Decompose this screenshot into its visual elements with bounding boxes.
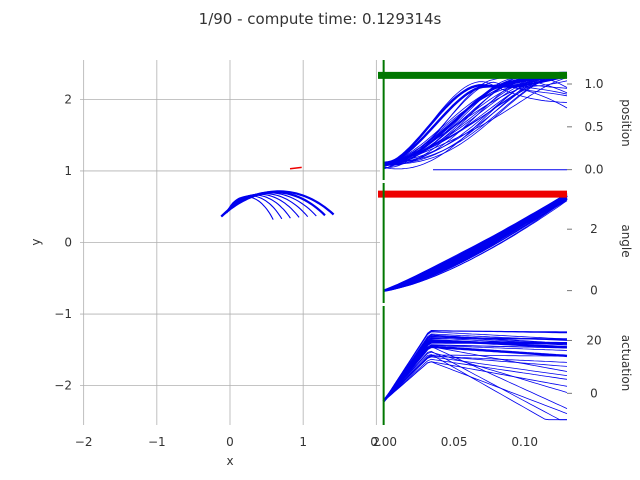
trajectory-line	[383, 356, 568, 402]
trajectory-line	[383, 85, 568, 165]
trajectory-line	[383, 199, 568, 292]
position-axes: 0.0 0.5 1.0	[378, 60, 604, 180]
y-tick-label: 0	[590, 284, 598, 298]
position-axis-label: position	[619, 99, 633, 147]
x-tick-label: 0	[226, 435, 234, 449]
y-tick-label: 0	[64, 236, 72, 250]
trajectory-line	[383, 72, 568, 165]
x-tick-label: −1	[148, 435, 166, 449]
actuation-axis-label: actuation	[619, 335, 633, 392]
angle-axes: 02	[378, 183, 598, 303]
x-tick-label: 0.10	[511, 435, 538, 449]
y-tick-label: 2	[64, 92, 72, 106]
trajectory-line	[383, 193, 568, 292]
trajectory-line	[383, 194, 568, 292]
trajectory-line	[382, 338, 568, 402]
y-tick-label: 20	[586, 333, 601, 347]
y-tick-label: 0	[590, 386, 598, 400]
trajectory-line	[383, 358, 568, 402]
trajectory-line	[383, 197, 568, 292]
trajectory-line	[383, 84, 568, 167]
x-tick-label: −2	[75, 435, 93, 449]
trajectory-line	[383, 72, 568, 164]
x-tick-label: 0.05	[441, 435, 468, 449]
trajectory-line	[383, 193, 568, 292]
trajectory-line	[383, 345, 568, 402]
y-tick-label: −1	[54, 307, 72, 321]
trajectory-line	[383, 354, 567, 402]
trajectory-line	[383, 81, 568, 170]
x-tick-label: 1	[299, 435, 307, 449]
y-tick-label: 0.0	[584, 163, 603, 177]
x-tick-label: 0.00	[370, 435, 397, 449]
arm-trajectory	[220, 190, 335, 218]
actuation-axes: 0 20 0.00 0.05 0.10	[370, 306, 602, 449]
trajectory-line	[383, 192, 568, 292]
trajectory-line	[383, 74, 568, 165]
trajectory-line	[383, 197, 568, 292]
trajectory-line	[383, 194, 568, 292]
x-axis-label: x	[226, 454, 233, 468]
trajectory-line	[383, 198, 568, 292]
y-axis-label: y	[29, 238, 43, 245]
trajectory-line	[383, 354, 567, 421]
arm-trajectory	[226, 196, 274, 220]
trajectory-line	[383, 361, 568, 414]
trajectory-line	[383, 337, 568, 402]
trajectory-line	[383, 329, 567, 402]
y-tick-label: 0.5	[584, 120, 603, 134]
y-tick-label: 2	[590, 222, 598, 236]
trajectory-line	[383, 193, 568, 292]
trajectory-line	[383, 197, 568, 292]
trajectory-line	[383, 331, 568, 402]
end-effector-segment	[289, 166, 302, 170]
figure-title: 1/90 - compute time: 0.129314s	[199, 10, 442, 28]
trajectory-line	[383, 350, 567, 421]
y-tick-label: 1.0	[584, 77, 603, 91]
trajectory-line	[383, 193, 568, 292]
trajectory-line	[383, 351, 568, 402]
y-tick-label: 1	[64, 164, 72, 178]
angle-axis-label: angle	[619, 224, 633, 257]
xy-axes: −2 −1 0 1 2 −2 −1 0 1 2	[54, 60, 380, 449]
y-tick-label: −2	[54, 379, 72, 393]
trajectory-line	[383, 81, 568, 166]
x-tick-label: 2	[373, 435, 381, 449]
trajectory-line	[383, 193, 568, 292]
